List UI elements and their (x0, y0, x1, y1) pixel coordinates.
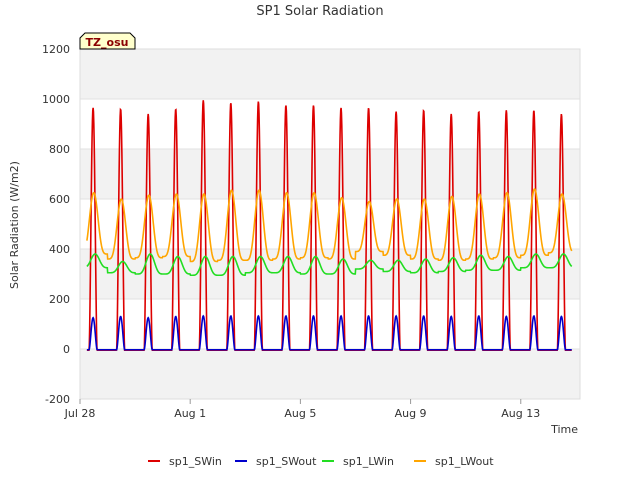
y-tick-label: 200 (49, 293, 70, 306)
y-axis-label: Solar Radiation (W/m2) (8, 161, 21, 289)
y-tick-label: 1200 (42, 43, 70, 56)
legend-label: sp1_SWin (169, 455, 222, 468)
chart-title: SP1 Solar Radiation (256, 4, 383, 19)
y-tick-label: 1000 (42, 93, 70, 106)
y-tick-label: 800 (49, 143, 70, 156)
series-line-sp1_LWout (86, 188, 573, 263)
plot-border (79, 48, 581, 400)
legend: sp1_SWin sp1_SWout sp1_LWin sp1_LWout (148, 455, 494, 468)
plot-band (80, 349, 580, 399)
legend-label: sp1_LWout (435, 455, 494, 468)
series-line-sp1_SWout (86, 314, 572, 351)
y-tick-label: 0 (63, 343, 70, 356)
x-tick-label: Aug 9 (395, 407, 427, 420)
tz-annotation: TZ_osu (79, 32, 136, 50)
tz-annotation-box (79, 32, 136, 50)
x-tick-label: Aug 5 (284, 407, 316, 420)
plot-band (80, 149, 580, 199)
tz-annotation-label: TZ_osu (86, 36, 129, 49)
y-tick-label: 400 (49, 243, 70, 256)
y-tick-label: -200 (45, 393, 70, 406)
plot-bands (80, 49, 580, 399)
series-line-sp1_LWin (86, 253, 573, 277)
x-axis-ticks: Jul 28 Aug 1 Aug 5 Aug 9 Aug 13 (64, 399, 540, 420)
legend-label: sp1_SWout (256, 455, 317, 468)
legend-label: sp1_LWin (343, 455, 394, 468)
x-axis-label: Time (550, 423, 578, 436)
y-tick-label: 600 (49, 193, 70, 206)
x-tick-label: Aug 13 (501, 407, 540, 420)
x-tick-label: Jul 28 (64, 407, 96, 420)
plot-band (80, 49, 580, 99)
y-axis-ticks: -200 0 200 400 600 800 1000 1200 (42, 43, 70, 406)
x-tick-label: Aug 1 (174, 407, 206, 420)
series-lines (86, 100, 573, 352)
